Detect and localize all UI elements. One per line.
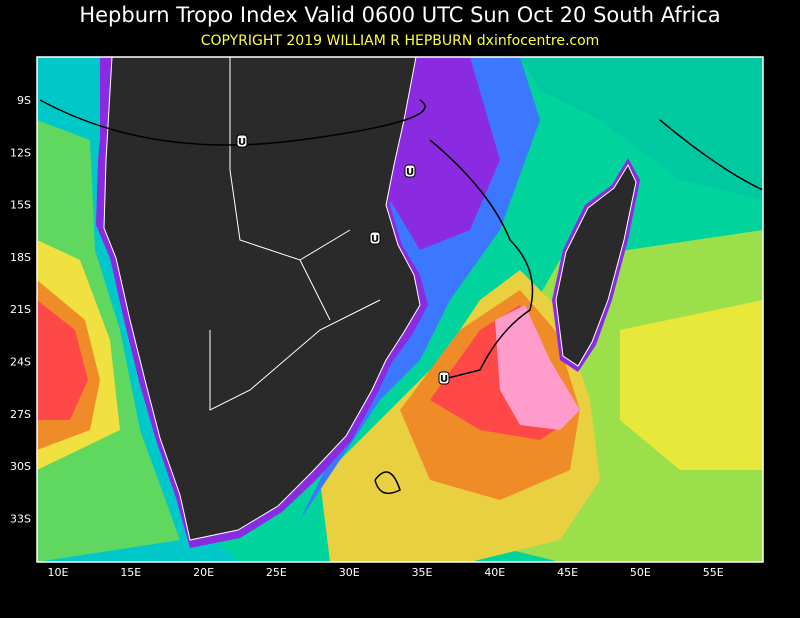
contours: [39, 99, 763, 495]
map: [37, 57, 763, 562]
longitude-label: 55E: [703, 566, 724, 579]
longitude-label: 30E: [339, 566, 360, 579]
longitude-label: 20E: [193, 566, 214, 579]
latitude-label: 18S: [10, 251, 31, 264]
copyright: COPYRIGHT 2019 WILLIAM R HEPBURN dxinfoc…: [201, 33, 600, 49]
field: [620, 300, 763, 470]
title: Hepburn Tropo Index Valid 0600 UTC Sun O…: [79, 3, 720, 27]
latitude-label: 9S: [17, 94, 31, 107]
marker-box: [438, 371, 450, 385]
marker: U: [238, 137, 246, 148]
field: [520, 57, 763, 200]
marker: U: [371, 234, 379, 245]
longitude-label: 35E: [412, 566, 433, 579]
marker: U: [440, 374, 448, 385]
latitude-label: 27S: [10, 408, 31, 421]
longitude-label: 50E: [630, 566, 651, 579]
longitude-label: 45E: [557, 566, 578, 579]
longitude-label: 15E: [120, 566, 141, 579]
latitude-label: 15S: [10, 199, 31, 212]
marker-box: [369, 231, 381, 245]
marker-box: [404, 164, 416, 178]
longitude-label: 10E: [48, 566, 69, 579]
latitude-label: 12S: [10, 146, 31, 159]
frame: [36, 56, 764, 563]
latitude-label: 21S: [10, 303, 31, 316]
marker-box: [236, 134, 248, 148]
longitude-label: 25E: [266, 566, 287, 579]
latitude-label: 33S: [10, 512, 31, 525]
africa-landmass: [103, 57, 421, 541]
latitude-label: 24S: [10, 356, 31, 369]
field: [37, 300, 88, 420]
field: [495, 305, 580, 430]
borders: [209, 57, 381, 411]
marker: U: [406, 167, 414, 178]
longitude-label: 40E: [484, 566, 505, 579]
madagascar: [555, 163, 637, 367]
latitude-label: 30S: [10, 460, 31, 473]
